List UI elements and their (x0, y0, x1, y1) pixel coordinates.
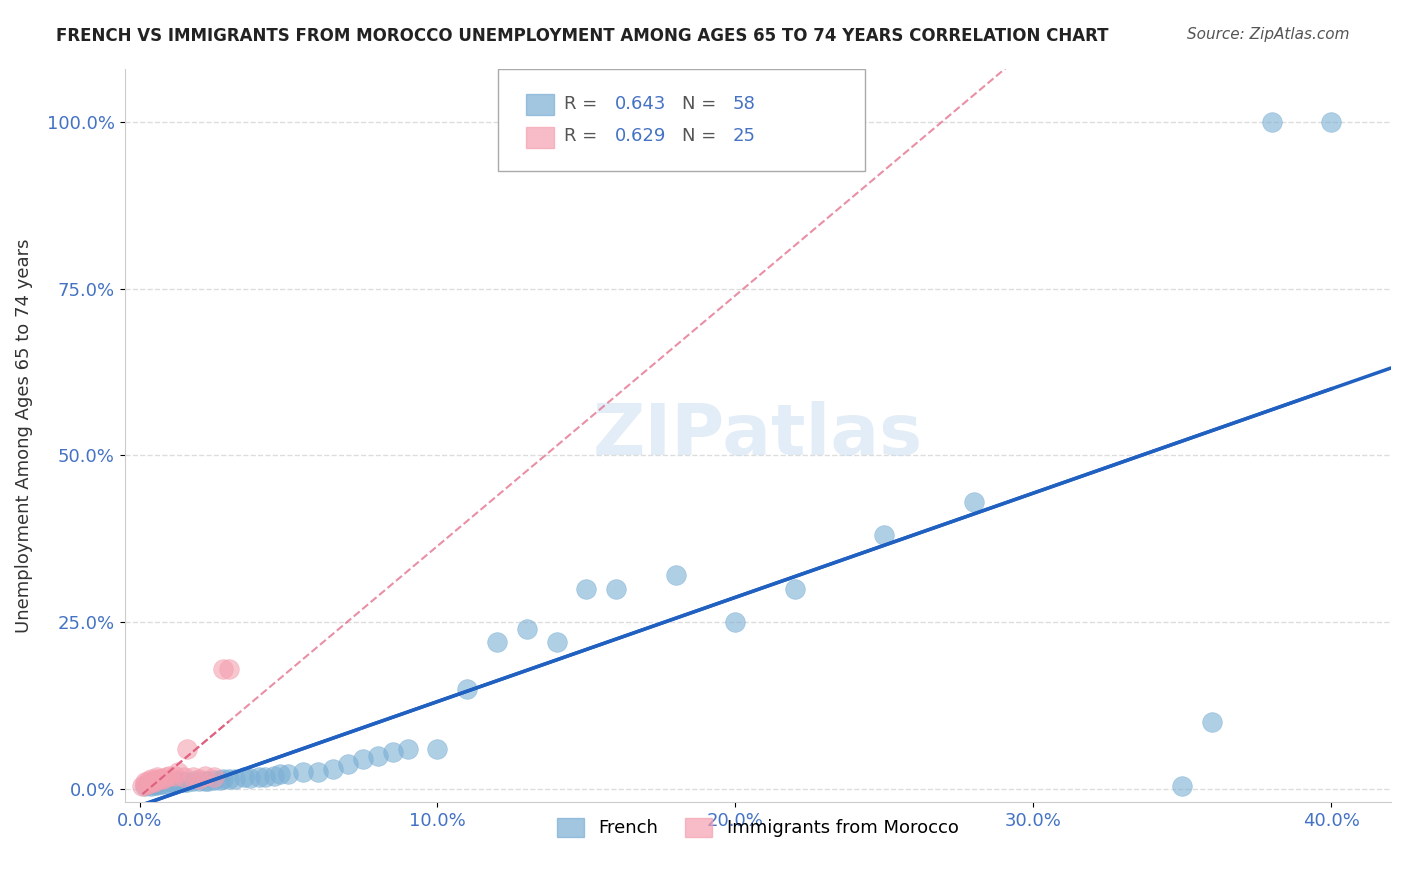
Point (143, 776, 166, 790)
Point (263, 768, 285, 782)
Point (134, 775, 156, 789)
Point (277, 767, 299, 781)
Point (1201, 715, 1223, 730)
Point (149, 772, 172, 786)
Text: ZIPatlas: ZIPatlas (593, 401, 922, 470)
Point (516, 622, 538, 636)
Point (197, 773, 219, 788)
Point (396, 742, 419, 756)
Point (141, 775, 163, 789)
Point (381, 745, 404, 759)
Text: N =: N = (682, 127, 716, 145)
Point (194, 768, 217, 782)
Point (138, 776, 160, 790)
Point (138, 778, 160, 792)
Point (146, 770, 169, 784)
Point (665, 568, 688, 582)
Point (173, 770, 195, 784)
Point (1171, 779, 1194, 793)
Point (724, 615, 747, 629)
Point (322, 762, 344, 776)
Point (202, 770, 225, 784)
Point (188, 773, 211, 788)
Y-axis label: Unemployment Among Ages 65 to 74 years: Unemployment Among Ages 65 to 74 years (15, 238, 32, 632)
Text: R =: R = (564, 127, 598, 145)
Point (162, 775, 184, 789)
Point (138, 773, 160, 788)
Point (152, 776, 174, 790)
Text: 0.629: 0.629 (614, 127, 666, 145)
Point (292, 765, 315, 780)
Point (269, 767, 291, 781)
Point (218, 772, 240, 786)
Point (152, 772, 174, 786)
Point (141, 779, 163, 793)
Text: FRENCH VS IMMIGRANTS FROM MOROCCO UNEMPLOYMENT AMONG AGES 65 TO 74 YEARS CORRELA: FRENCH VS IMMIGRANTS FROM MOROCCO UNEMPL… (56, 27, 1109, 45)
Point (170, 775, 193, 789)
Point (218, 662, 240, 676)
Point (1320, 115, 1343, 129)
Point (167, 765, 190, 780)
Point (138, 776, 160, 790)
Point (239, 771, 262, 785)
Text: R =: R = (564, 95, 598, 112)
Point (202, 772, 225, 787)
Point (337, 756, 360, 771)
FancyBboxPatch shape (498, 69, 866, 171)
Point (143, 773, 166, 788)
Text: 0.643: 0.643 (614, 95, 666, 112)
Point (224, 772, 246, 786)
Point (1261, 115, 1284, 129)
Point (165, 776, 187, 790)
Point (181, 770, 204, 784)
Point (873, 528, 896, 542)
Point (546, 635, 568, 649)
Point (131, 779, 153, 793)
Point (247, 770, 270, 784)
Point (188, 772, 211, 786)
Point (176, 742, 198, 756)
Point (167, 775, 190, 789)
Point (575, 582, 598, 596)
Point (165, 768, 187, 782)
Point (181, 773, 204, 788)
Point (157, 768, 180, 782)
Point (253, 770, 276, 784)
Point (426, 742, 449, 756)
Point (146, 772, 169, 786)
Point (141, 772, 163, 786)
Point (155, 770, 177, 784)
Point (367, 748, 389, 763)
Point (208, 773, 231, 788)
Point (212, 662, 235, 676)
Point (143, 775, 166, 789)
Point (605, 582, 627, 596)
Point (134, 778, 156, 792)
Text: 58: 58 (733, 95, 755, 112)
Point (232, 770, 254, 784)
Point (173, 774, 195, 789)
Point (149, 777, 172, 791)
Point (212, 772, 235, 786)
FancyBboxPatch shape (526, 95, 554, 115)
Point (134, 779, 156, 793)
Text: 25: 25 (733, 127, 755, 145)
Point (352, 752, 374, 766)
Point (143, 778, 166, 792)
Point (141, 775, 163, 789)
Text: Source: ZipAtlas.com: Source: ZipAtlas.com (1187, 27, 1350, 42)
Point (194, 773, 217, 788)
Point (963, 495, 986, 509)
Text: N =: N = (682, 95, 716, 112)
Point (783, 582, 806, 596)
Point (167, 773, 190, 788)
Point (456, 681, 478, 696)
Point (176, 775, 198, 789)
Point (157, 776, 180, 790)
Point (307, 765, 329, 780)
FancyBboxPatch shape (526, 127, 554, 148)
Point (486, 635, 509, 649)
Point (146, 778, 169, 792)
Legend: French, Immigrants from Morocco: French, Immigrants from Morocco (550, 811, 966, 845)
